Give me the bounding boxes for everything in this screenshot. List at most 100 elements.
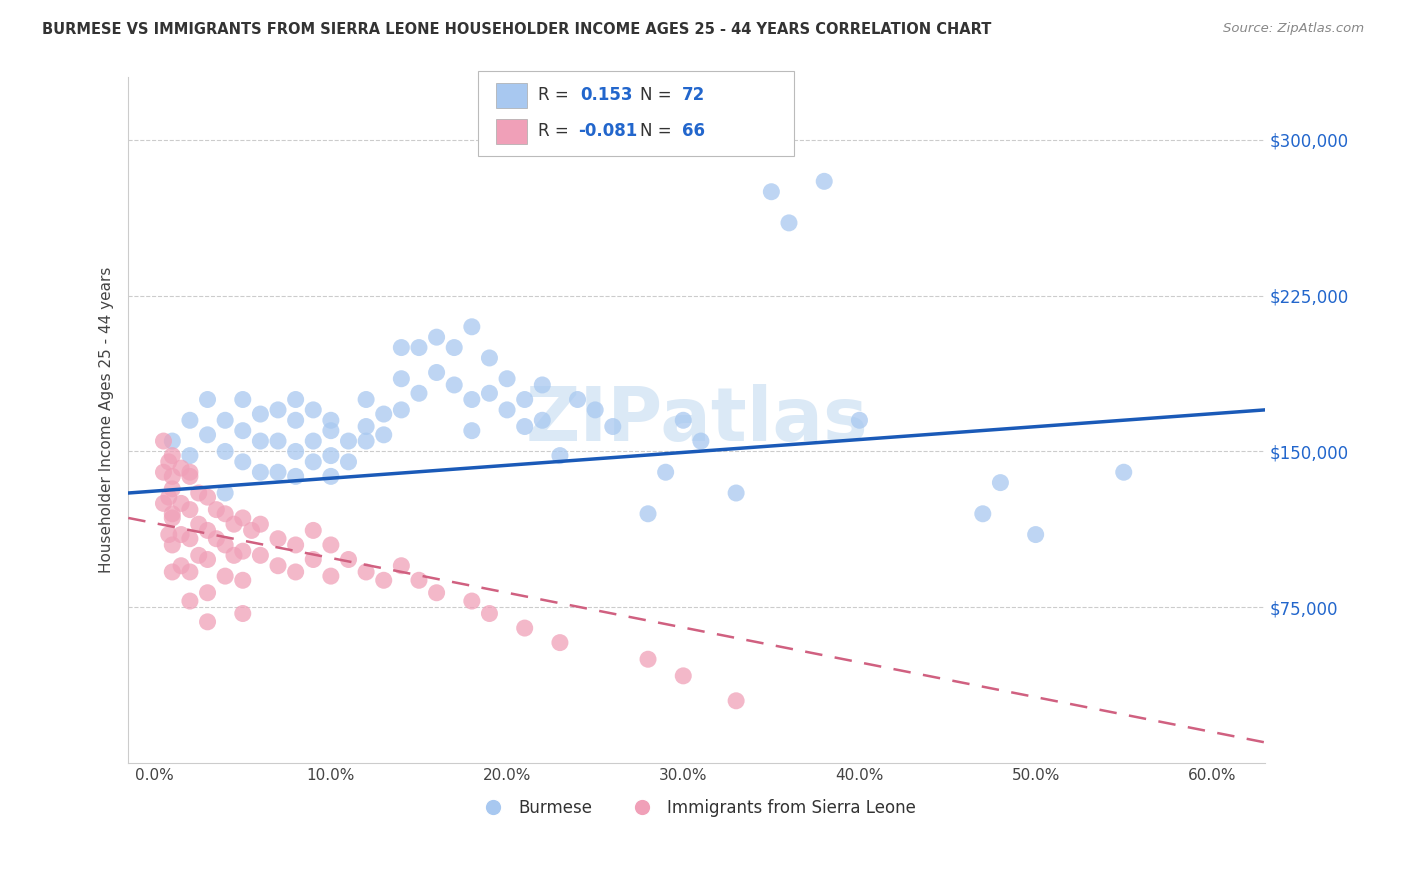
Point [319,424,342,438]
Text: 0.153: 0.153 [581,87,633,104]
Point [267,532,290,546]
Point [162,482,184,496]
Point [389,558,412,573]
Point [654,465,676,479]
Point [302,403,325,417]
Point [302,434,325,448]
Point [170,461,193,475]
Point [157,527,180,541]
Point [179,594,201,608]
Point [972,507,994,521]
Point [1112,465,1135,479]
Point [319,538,342,552]
Point [179,469,201,483]
Point [170,496,193,510]
Text: ZIPatlas: ZIPatlas [526,384,868,457]
Point [152,496,174,510]
Point [354,419,377,434]
Point [240,524,263,538]
Text: Source: ZipAtlas.com: Source: ZipAtlas.com [1223,22,1364,36]
Point [162,538,184,552]
Point [637,652,659,666]
Point [179,532,201,546]
Point [319,449,342,463]
Point [267,465,290,479]
Point [813,174,835,188]
Point [319,569,342,583]
Point [232,574,254,588]
Point [157,455,180,469]
Point [443,378,465,392]
Point [567,392,589,407]
Point [426,366,449,380]
Point [689,434,711,448]
Point [408,574,430,588]
Point [249,549,271,563]
Point [337,455,360,469]
Point [170,527,193,541]
Point [478,607,501,621]
Point [214,507,236,521]
Point [214,444,236,458]
Point [267,434,290,448]
Point [302,552,325,566]
Point [249,407,271,421]
Point [302,455,325,469]
Point [461,424,484,438]
Legend: Burmese, Immigrants from Sierra Leone: Burmese, Immigrants from Sierra Leone [470,792,922,823]
Point [152,434,174,448]
Point [197,524,219,538]
Point [284,538,307,552]
Point [162,565,184,579]
Point [197,615,219,629]
Point [267,558,290,573]
Point [513,419,536,434]
Point [373,407,395,421]
Point [337,552,360,566]
Point [205,532,228,546]
Point [602,419,624,434]
Point [232,511,254,525]
Point [197,392,219,407]
Point [197,427,219,442]
Point [197,490,219,504]
Point [1025,527,1047,541]
Point [672,413,695,427]
Point [232,392,254,407]
Point [232,607,254,621]
Point [583,403,606,417]
Point [284,392,307,407]
Point [197,586,219,600]
Point [408,341,430,355]
Point [197,552,219,566]
Point [187,517,209,532]
Point [232,424,254,438]
Point [478,386,501,401]
Point [205,502,228,516]
Point [284,469,307,483]
Point [214,486,236,500]
Point [513,392,536,407]
Point [152,465,174,479]
Point [389,403,412,417]
Point [162,507,184,521]
Point [162,434,184,448]
Text: BURMESE VS IMMIGRANTS FROM SIERRA LEONE HOUSEHOLDER INCOME AGES 25 - 44 YEARS CO: BURMESE VS IMMIGRANTS FROM SIERRA LEONE … [42,22,991,37]
Point [373,427,395,442]
Point [548,635,571,649]
Point [389,372,412,386]
Point [187,486,209,500]
Point [284,565,307,579]
Point [232,455,254,469]
Point [302,524,325,538]
Point [725,694,748,708]
Point [373,574,395,588]
Point [990,475,1012,490]
Y-axis label: Householder Income Ages 25 - 44 years: Householder Income Ages 25 - 44 years [100,267,114,574]
Point [232,544,254,558]
Point [179,465,201,479]
Point [408,386,430,401]
Point [637,507,659,521]
Point [426,586,449,600]
Point [249,517,271,532]
